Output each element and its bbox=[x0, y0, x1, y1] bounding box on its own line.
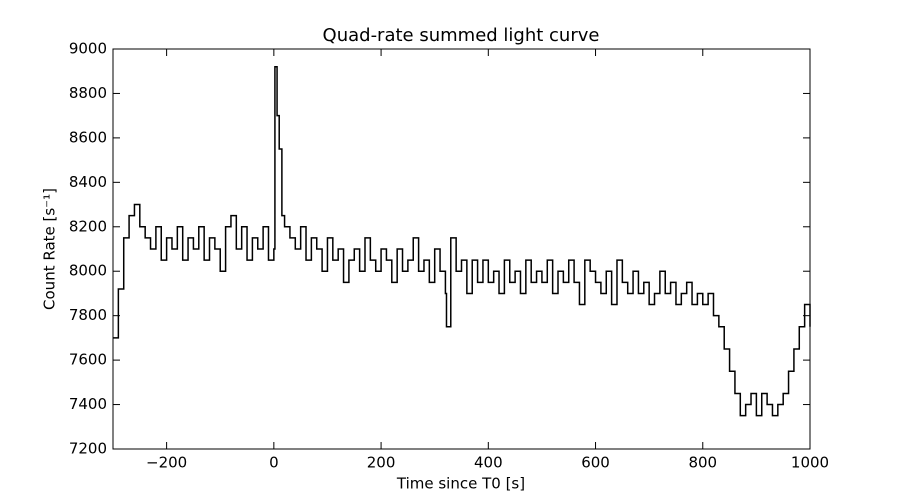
y-tick-label: 8000 bbox=[69, 262, 107, 280]
y-tick-label: 7800 bbox=[69, 306, 107, 324]
y-tick-label: 8600 bbox=[69, 128, 107, 146]
y-tick-label: 7600 bbox=[69, 351, 107, 369]
y-tick-label: 8400 bbox=[69, 173, 107, 191]
x-tick-label: 400 bbox=[474, 454, 503, 472]
x-axis-label: Time since T0 [s] bbox=[396, 475, 525, 493]
y-tick-label: 8200 bbox=[69, 217, 107, 235]
y-tick-label: 8800 bbox=[69, 84, 107, 102]
light-curve bbox=[113, 66, 811, 417]
y-tick-label: 7200 bbox=[69, 440, 107, 458]
x-tick-label: 0 bbox=[269, 454, 279, 472]
x-tick-label: 1000 bbox=[791, 454, 829, 472]
x-tick-label: 200 bbox=[367, 454, 396, 472]
chart-title: Quad-rate summed light curve bbox=[323, 25, 600, 46]
y-tick-label: 9000 bbox=[69, 40, 107, 58]
x-tick-label: −200 bbox=[146, 454, 187, 472]
x-tick-label: 800 bbox=[688, 454, 717, 472]
y-axis-label: Count Rate [s⁻¹] bbox=[41, 188, 59, 310]
x-tick-label: 600 bbox=[581, 454, 610, 472]
plot-frame bbox=[112, 48, 811, 450]
y-tick-label: 7400 bbox=[69, 395, 107, 413]
